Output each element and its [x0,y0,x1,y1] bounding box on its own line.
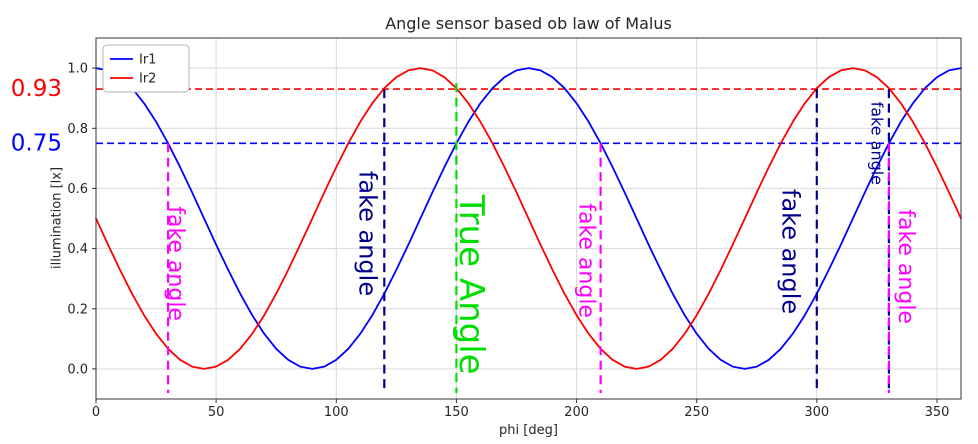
x-tick-label: 350 [925,405,950,420]
y-tick-label: 0.8 [67,122,88,137]
x-tick-label: 0 [92,405,100,420]
threshold-label-0.93: 0.93 [11,76,62,102]
y-axis-label: illumination [lx] [49,166,65,270]
x-tick-label: 100 [324,405,349,420]
x-tick-label: 200 [564,405,589,420]
legend-box [102,44,190,93]
x-tick-label: 150 [444,405,469,420]
annotation-fake-angle-330: fake angle [867,102,886,185]
legend-label-ir2: Ir2 [139,72,156,87]
y-tick-label: 0.2 [67,302,88,317]
threshold-label-0.75: 0.75 [11,130,62,156]
annotation-fake-angle-300: fake angle [776,189,804,314]
x-tick-label: 250 [684,405,709,420]
x-axis-label: phi [deg] [499,423,558,438]
legend-label-ir1: Ir1 [139,53,156,68]
chart-title: Angle sensor based ob law of Malus [385,14,672,33]
annotation-fake-angle-210: fake angle [574,203,599,318]
x-tick-label: 50 [208,405,225,420]
annotation-fake-angle-30: fake angle [163,206,188,321]
annotation-fake-angle-120: fake angle [354,171,382,296]
series-line-ir2 [95,67,962,370]
y-tick-label: 0.0 [67,362,88,377]
y-tick-label: 0.6 [67,182,88,197]
y-tick-label: 1.0 [67,62,88,77]
annotation-fake-angle-330: fake angle [893,209,918,324]
annotation-true-angle-150: True Angle [451,194,491,375]
y-tick-label: 0.4 [67,242,88,257]
axes-box [95,37,962,400]
x-tick-label: 300 [804,405,829,420]
